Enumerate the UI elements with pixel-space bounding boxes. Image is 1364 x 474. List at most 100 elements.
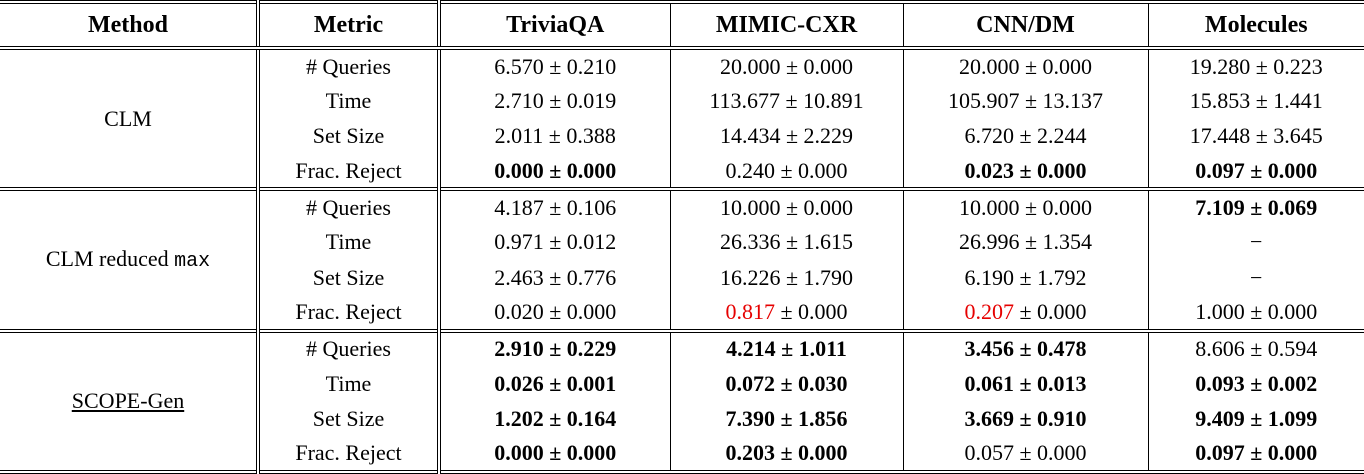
err-value: ± 1.441: [1255, 87, 1323, 113]
col-header-molecules: Molecules: [1147, 2, 1364, 50]
err-value: ± 1.792: [1019, 264, 1087, 290]
mean-value: 0.097: [1195, 440, 1245, 466]
metric-cell: Time: [256, 83, 439, 119]
err-value: ± 0.210: [549, 53, 617, 79]
table-row: CLM reduced max # Queries 4.187 ± 0.106 …: [0, 189, 1364, 273]
err-value: ± 0.030: [780, 370, 848, 396]
value-cell: 10.000 ± 0.000: [669, 189, 903, 225]
err-value: ± 0.000: [549, 157, 617, 183]
mean-value: 7.390: [725, 405, 775, 431]
value-cell: 0.072 ± 0.030: [669, 365, 903, 402]
value-cell: 1.202 ± 0.164: [437, 401, 670, 437]
value-cell: 20.000 ± 0.000: [902, 48, 1148, 84]
err-value: ± 0.012: [549, 229, 617, 255]
value-cell: 0.093 ± 0.002: [1147, 365, 1364, 402]
value-cell: 14.434 ± 2.229: [669, 118, 903, 154]
mean-value: 2.011: [494, 123, 544, 149]
value-cell: 0.971 ± 0.012: [437, 224, 670, 260]
mean-value: 9.409: [1195, 405, 1245, 431]
err-value: ± 0.000: [549, 440, 617, 466]
dash-value: −: [1250, 229, 1263, 255]
mean-value: 0.971: [494, 229, 544, 255]
value-cell: 0.240 ± 0.000: [669, 153, 903, 190]
table-row: Time 2.710 ± 0.019 113.677 ± 10.891 105.…: [0, 83, 1364, 119]
value-cell: 0.203 ± 0.000: [669, 436, 903, 472]
err-value: ± 0.223: [1255, 53, 1323, 79]
mean-value: 8.606: [1195, 336, 1245, 362]
table-row: Set Size 2.011 ± 0.388 14.434 ± 2.229 6.…: [0, 118, 1364, 154]
value-cell: 6.190 ± 1.792: [902, 259, 1148, 296]
metric-cell: # Queries: [256, 48, 439, 84]
value-cell: 8.606 ± 0.594: [1147, 330, 1364, 366]
err-value: ± 1.856: [780, 405, 848, 431]
mean-value: 0.097: [1195, 157, 1245, 183]
value-cell: 0.097 ± 0.000: [1147, 436, 1364, 472]
table-row: Time 0.026 ± 0.001 0.072 ± 0.030 0.061 ±…: [0, 365, 1364, 402]
mean-value: 0.072: [725, 370, 775, 396]
mean-value: 1.202: [494, 405, 544, 431]
value-cell: 0.020 ± 0.000: [437, 295, 670, 331]
err-value: ± 2.229: [785, 123, 854, 149]
err-value: ± 0.164: [549, 405, 617, 431]
err-value: ± 0.000: [785, 194, 854, 220]
value-cell: 9.409 ± 1.099: [1147, 401, 1364, 437]
value-cell: 1.000 ± 0.000: [1147, 295, 1364, 331]
value-cell: 3.669 ± 0.910: [902, 401, 1148, 437]
table-row: Frac. Reject 0.000 ± 0.000 0.240 ± 0.000…: [0, 153, 1364, 190]
mean-value: 16.226: [719, 264, 781, 290]
mean-value: 15.853: [1189, 87, 1251, 113]
table-row: SCOPE-Gen # Queries 2.910 ± 0.229 4.214 …: [0, 330, 1364, 413]
value-cell: 20.000 ± 0.000: [669, 48, 903, 84]
mean-value: 4.187: [494, 194, 544, 220]
value-cell: 113.677 ± 10.891: [669, 83, 903, 119]
table-row: Time 0.971 ± 0.012 26.336 ± 1.615 26.996…: [0, 224, 1364, 260]
err-value: ± 0.478: [1019, 336, 1087, 362]
value-cell: 0.000 ± 0.000: [437, 436, 670, 472]
value-cell-dash: −: [1147, 259, 1364, 296]
mean-value: 0.000: [494, 440, 544, 466]
err-value: ± 0.388: [548, 123, 616, 149]
header-row: Method Metric TriviaQA MIMIC-CXR CNN/DM …: [0, 2, 1364, 50]
value-cell: 16.226 ± 1.790: [669, 259, 903, 296]
value-cell: 0.023 ± 0.000: [902, 153, 1148, 190]
mean-value: 26.996: [958, 229, 1020, 255]
err-value: ± 0.002: [1250, 370, 1318, 396]
mean-value: 2.910: [494, 336, 544, 362]
value-cell: 26.336 ± 1.615: [669, 224, 903, 260]
metric-cell: Frac. Reject: [256, 295, 439, 331]
err-value: ± 0.000: [1019, 298, 1087, 324]
value-cell: 0.026 ± 0.001: [437, 365, 670, 402]
value-cell: 2.463 ± 0.776: [437, 259, 670, 296]
err-value: ± 0.910: [1019, 405, 1087, 431]
table-row: CLM # Queries 6.570 ± 0.210 20.000 ± 0.0…: [0, 48, 1364, 131]
err-value: ± 0.000: [1250, 298, 1318, 324]
value-cell: 2.910 ± 0.229: [437, 330, 670, 366]
err-value: ± 0.069: [1250, 194, 1318, 220]
table-row: Set Size 1.202 ± 0.164 7.390 ± 1.856 3.6…: [0, 401, 1364, 437]
err-value: ± 0.001: [549, 370, 617, 396]
err-value: ± 0.106: [549, 194, 617, 220]
err-value: ± 0.000: [780, 440, 848, 466]
metric-cell: Frac. Reject: [256, 436, 439, 472]
col-header-cnn-dm: CNN/DM: [902, 2, 1148, 50]
mean-value: 0.093: [1195, 370, 1245, 396]
err-value: ± 1.099: [1250, 405, 1318, 431]
mean-value: 6.720: [964, 123, 1014, 149]
metric-cell: Time: [256, 365, 439, 402]
method-label-mono: max: [174, 250, 211, 274]
value-cell: 6.720 ± 2.244: [902, 118, 1148, 154]
mean-value: 14.434: [719, 123, 781, 149]
mean-value: 6.190: [964, 264, 1014, 290]
metric-cell: Frac. Reject: [256, 153, 439, 190]
err-value: ± 0.000: [1019, 157, 1087, 183]
metric-cell: Set Size: [256, 401, 439, 437]
mean-value: 0.020: [494, 298, 544, 324]
err-value: ± 0.000: [549, 298, 617, 324]
err-value: ± 13.137: [1024, 87, 1104, 113]
err-value: ± 2.244: [1019, 123, 1087, 149]
err-value: ± 0.000: [785, 53, 854, 79]
value-cell: 4.214 ± 1.011: [669, 330, 903, 366]
mean-value: 2.463: [494, 264, 544, 290]
col-header-metric: Metric: [256, 2, 439, 50]
